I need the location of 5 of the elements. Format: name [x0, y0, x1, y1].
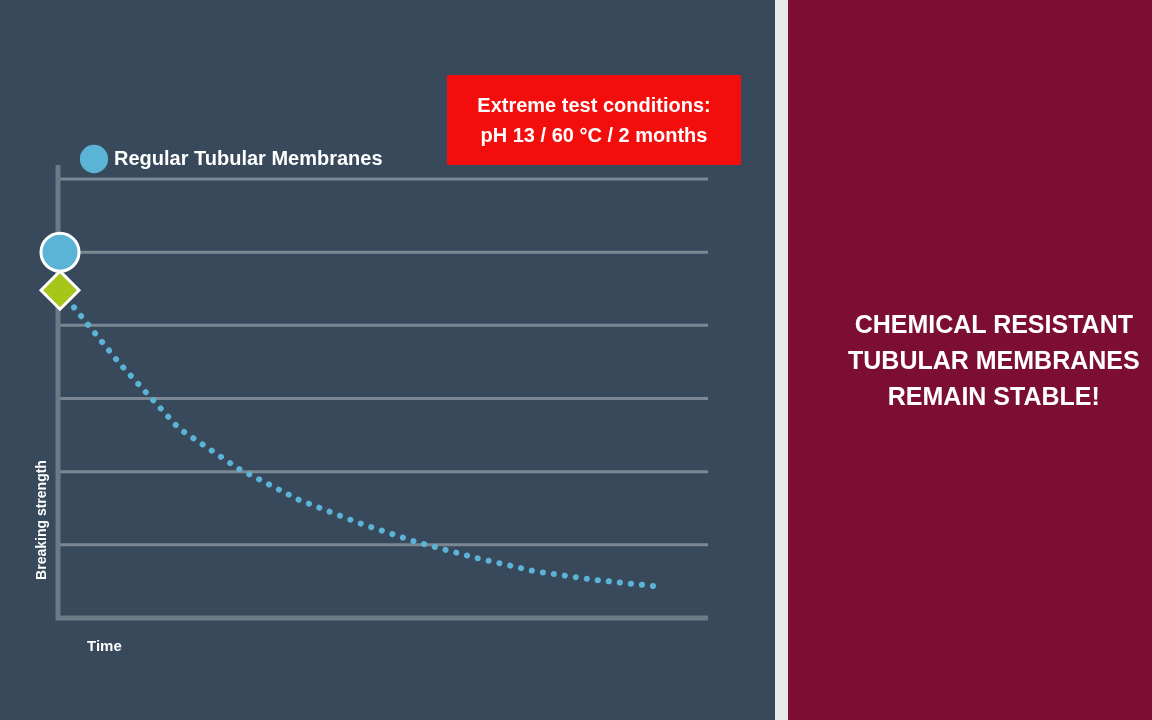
text: CHEMICAL RESISTANT TUBULAR MEMBRANES REMAIN STABLE!	[848, 309, 1140, 412]
legend-label: Regular Tubular Membranes	[114, 146, 383, 169]
text: Extreme test conditions: pH 13 / 60 °C / 2 months	[447, 75, 741, 165]
x-axis-title: Time	[87, 637, 122, 654]
y-axis-title: Breaking strength	[33, 460, 49, 580]
